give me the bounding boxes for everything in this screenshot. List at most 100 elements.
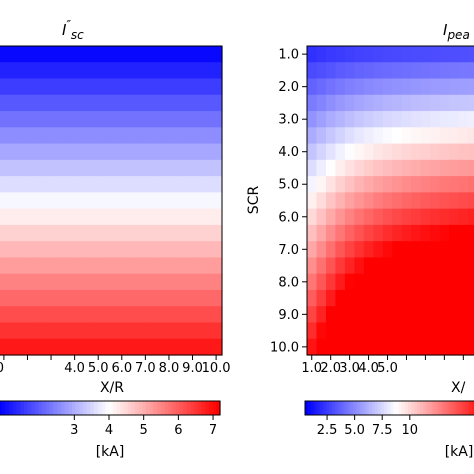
heatmap-cell	[163, 62, 176, 80]
heatmap-cell	[449, 176, 460, 193]
heatmap-cell	[411, 94, 422, 112]
heatmap-cell	[316, 289, 327, 307]
heatmap-cell	[21, 143, 34, 161]
heatmap-cell	[68, 338, 82, 356]
heatmap-cell	[373, 111, 384, 128]
heatmap-cell	[316, 338, 327, 356]
colorbar-swatch	[197, 401, 203, 415]
heatmap-cell	[68, 322, 82, 340]
heatmap-cell	[401, 78, 412, 96]
heatmap-cell	[80, 143, 93, 161]
y-tick-label: 6.0	[278, 210, 299, 225]
heatmap-cell	[411, 306, 422, 324]
colorbar-swatch	[308, 401, 312, 415]
heatmap-cell	[325, 192, 337, 210]
y-tick-label: 9.0	[278, 308, 299, 323]
heatmap-cell	[45, 338, 58, 356]
heatmap-cell	[210, 159, 223, 177]
heatmap-cell	[392, 289, 403, 307]
heatmap-cell	[354, 127, 365, 145]
colorbar-swatch	[435, 401, 440, 415]
heatmap-cell	[198, 257, 211, 275]
heatmap-cell	[163, 322, 176, 340]
heatmap-cell	[401, 241, 412, 259]
colorbar-swatch	[426, 401, 430, 415]
heatmap-cell	[45, 224, 58, 242]
heatmap-cell	[80, 78, 93, 96]
heatmap-cell	[316, 111, 327, 128]
heatmap-cell	[127, 322, 141, 340]
heatmap-cell	[449, 127, 460, 145]
heatmap-cell	[382, 46, 393, 63]
heatmap-cell	[420, 127, 431, 145]
heatmap-cell	[115, 159, 129, 177]
colorbar-swatch	[64, 401, 69, 415]
heatmap-cell	[335, 306, 346, 324]
colorbar-swatch	[320, 401, 324, 415]
heatmap-cell	[68, 62, 82, 80]
heatmap-cell	[430, 208, 441, 226]
heatmap-cell	[344, 176, 355, 193]
colorbar-swatch	[20, 401, 25, 415]
heatmap-cell	[439, 338, 450, 356]
heatmap-cell	[151, 159, 164, 177]
heatmap-cell	[68, 224, 82, 242]
heatmap-cell	[163, 159, 176, 177]
heatmap-cell	[354, 94, 365, 112]
heatmap-cell	[439, 159, 450, 177]
heatmap-cell	[363, 143, 374, 161]
heatmap-cell	[21, 241, 34, 259]
colorbar-tick-label: 6	[174, 423, 182, 438]
heatmap-cell	[325, 143, 337, 161]
heatmap-cell	[127, 159, 141, 177]
heatmap-cell	[163, 208, 176, 226]
heatmap-cell	[335, 338, 346, 356]
heatmap-cell	[363, 62, 374, 80]
heatmap-cell	[45, 241, 58, 259]
heatmap-cell	[316, 306, 327, 324]
heatmap-cell	[449, 78, 460, 96]
heatmap-cell	[344, 289, 355, 307]
heatmap-cell	[344, 257, 355, 275]
heatmap-cell	[198, 322, 211, 340]
heatmap-cell	[139, 338, 152, 356]
heatmap-cell	[373, 224, 384, 242]
heatmap-cell	[21, 176, 34, 193]
heatmap-cell	[127, 62, 141, 80]
heatmap-cell	[392, 62, 403, 80]
heatmap-cell	[139, 159, 152, 177]
heatmap-cell	[449, 289, 460, 307]
heatmap-cell	[80, 127, 93, 145]
heatmap-cell	[392, 322, 403, 340]
heatmap-cell	[45, 192, 58, 210]
colorbar-swatch	[459, 401, 464, 415]
heatmap-cell	[186, 127, 200, 145]
colorbar-swatch	[314, 401, 318, 415]
heatmap-cell	[382, 241, 393, 259]
heatmap-cell	[56, 306, 70, 324]
heatmap-cell	[21, 78, 34, 96]
heatmap-cell	[373, 208, 384, 226]
heatmap-cell	[92, 241, 105, 259]
heatmap-cell	[139, 62, 152, 80]
heatmap-cell	[198, 306, 211, 324]
colorbar-swatch	[438, 401, 443, 415]
heatmap-cell	[127, 94, 141, 112]
heatmap-cell	[45, 273, 58, 291]
heatmap-cell	[210, 289, 223, 307]
colorbar-swatch	[368, 401, 373, 415]
heatmap-cell	[92, 224, 105, 242]
heatmap-cell	[420, 306, 431, 324]
heatmap-cell	[411, 111, 422, 128]
heatmap-cell	[392, 78, 403, 96]
heatmap-cell	[33, 143, 46, 161]
heatmap-cell	[325, 78, 337, 96]
heatmap-cell	[56, 208, 70, 226]
heatmap-cell	[45, 159, 58, 177]
heatmap-cell	[430, 62, 441, 80]
heatmap-cell	[104, 306, 117, 324]
heatmap-cell	[115, 94, 129, 112]
heatmap-cell	[0, 338, 11, 356]
colorbar-swatch	[101, 401, 106, 415]
heatmap-cell	[430, 176, 441, 193]
